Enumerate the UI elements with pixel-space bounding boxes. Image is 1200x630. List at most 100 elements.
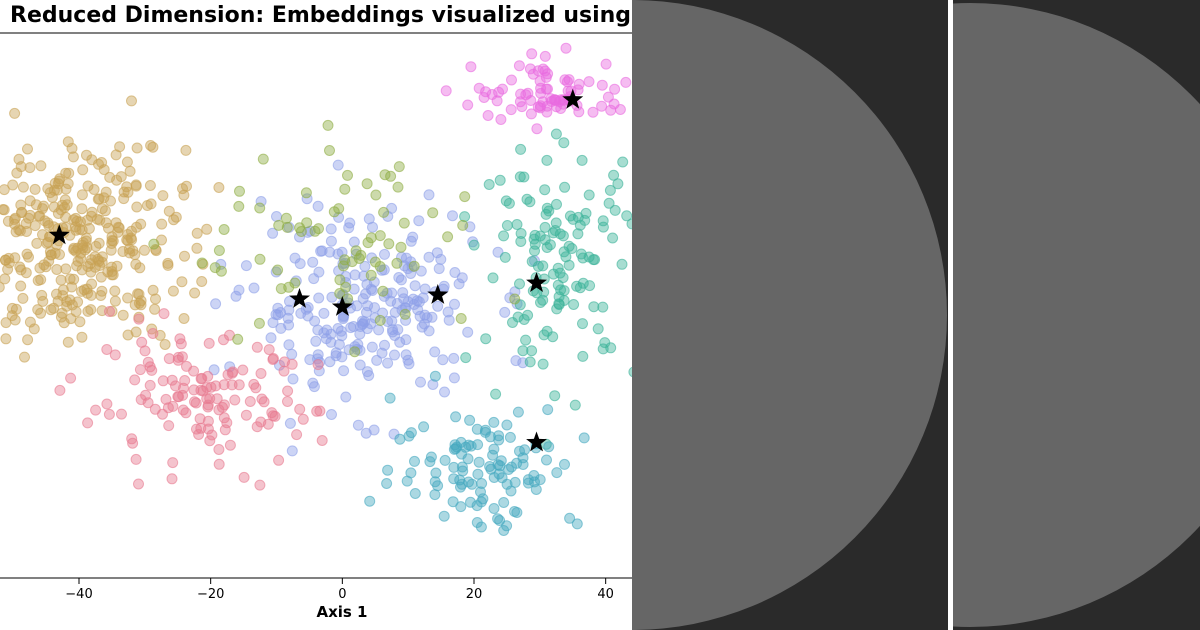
scatter-point [35, 274, 47, 286]
scatter-point [392, 324, 404, 336]
scatter-point [501, 520, 513, 532]
scatter-point [363, 213, 375, 225]
scatter-point [564, 512, 576, 524]
scatter-point [255, 196, 267, 207]
scatter-point [166, 473, 178, 485]
centroid-star [562, 88, 584, 109]
scatter-point [472, 468, 484, 480]
scatter-point [498, 230, 510, 242]
scatter-point [40, 261, 52, 273]
scatter-point [147, 328, 159, 339]
scatter-point [168, 214, 180, 226]
scatter-point [60, 183, 72, 195]
scatter-point [442, 231, 454, 243]
scatter-point [339, 183, 351, 195]
scatter-point [139, 244, 150, 256]
scatter-point [218, 224, 230, 235]
image-panel-2 [953, 0, 1200, 630]
scatter-point [492, 513, 504, 525]
scatter-point [597, 301, 609, 313]
scatter-point [79, 244, 91, 256]
scatter-point [514, 278, 525, 290]
scatter-point [308, 273, 320, 285]
scatter-point [201, 223, 213, 235]
scatter-point [468, 239, 480, 251]
scatter-point [127, 437, 139, 449]
scatter-point [588, 301, 600, 313]
scatter-point [547, 331, 559, 343]
scatter-point [328, 206, 340, 218]
scatter-point [563, 259, 575, 271]
scatter-point [313, 223, 324, 235]
scatter-point [369, 312, 381, 324]
scatter-point [238, 471, 250, 483]
scatter-point [51, 264, 63, 275]
scatter-point [491, 95, 503, 107]
scatter-point [172, 354, 184, 366]
scatter-point [537, 294, 549, 306]
scatter-point [90, 404, 102, 416]
scatter-point [517, 459, 529, 470]
scatter-point [172, 351, 184, 363]
scatter-point [240, 409, 252, 421]
scatter-point [442, 306, 454, 318]
scatter-point [471, 423, 483, 435]
scatter-point [324, 145, 335, 156]
scatter-point [379, 339, 390, 351]
scatter-point [561, 76, 573, 88]
scatter-point [281, 221, 293, 233]
scatter-point [167, 457, 179, 469]
scatter-point [564, 210, 576, 222]
scatter-point [284, 417, 296, 429]
scatter-point [6, 302, 18, 314]
scatter-point [24, 162, 36, 174]
scatter-point [521, 193, 533, 205]
scatter-point [450, 411, 462, 423]
scatter-point [251, 341, 263, 353]
scatter-point [37, 203, 48, 215]
scatter-point [569, 399, 581, 411]
x-tick-label: 0 [338, 587, 346, 602]
scatter-point [529, 476, 540, 488]
scatter-point [218, 334, 229, 346]
scatter-point [123, 243, 135, 255]
scatter-point [400, 252, 412, 264]
scatter-point [541, 325, 553, 337]
scatter-point [17, 181, 29, 193]
scatter-point [558, 285, 570, 297]
scatter-point [68, 273, 80, 285]
scatter-point [202, 401, 214, 413]
scatter-point [386, 287, 398, 299]
scatter-point [555, 284, 567, 296]
scatter-point [194, 413, 206, 425]
scatter-point [517, 345, 529, 357]
scatter-point [76, 189, 88, 201]
scatter-point [70, 212, 82, 224]
scatter-point [608, 98, 620, 110]
scatter-point [178, 313, 190, 324]
scatter-point [262, 418, 274, 430]
scatter-point [93, 193, 105, 205]
image-panel-1 [632, 0, 948, 630]
scatter-point [573, 78, 585, 90]
scatter-point [321, 324, 333, 336]
scatter-point [191, 242, 203, 254]
scatter-point [495, 114, 507, 125]
scatter-point [267, 227, 279, 239]
x-ticks: −40 −20 0 20 40 [65, 578, 614, 602]
scatter-point [126, 433, 138, 445]
scatter-point [202, 370, 214, 382]
scatter-point [576, 154, 588, 166]
scatter-point [206, 429, 218, 441]
scatter-point [604, 184, 616, 196]
scatter-point [526, 256, 538, 267]
scatter-point [271, 211, 282, 222]
scatter-point [178, 189, 190, 201]
scatter-point [473, 456, 485, 468]
scatter-point [240, 260, 252, 272]
scatter-point [283, 304, 295, 316]
scatter-point [514, 96, 526, 108]
scatter-point [131, 142, 143, 154]
scatter-point [150, 293, 161, 305]
scatter-point [472, 439, 484, 451]
